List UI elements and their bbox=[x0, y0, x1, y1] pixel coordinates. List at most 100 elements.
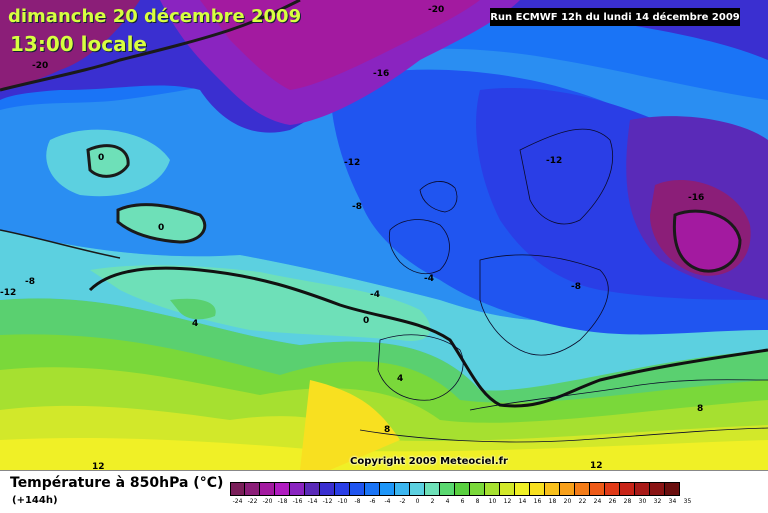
legend-tick-label: -2 bbox=[399, 498, 406, 505]
legend-swatch bbox=[605, 482, 620, 496]
legend-tick-label: -10 bbox=[337, 498, 348, 505]
isotherm-0-atlantic bbox=[116, 203, 207, 244]
zone-minus-20-east bbox=[674, 211, 740, 272]
legend-tick-label: -22 bbox=[247, 498, 258, 505]
legend-swatch bbox=[470, 482, 485, 496]
isotherm-0-greenland bbox=[86, 144, 130, 178]
zone-minus-22 bbox=[200, 0, 480, 90]
legend-tick-label: -6 bbox=[369, 498, 376, 505]
legend-swatch bbox=[665, 482, 680, 496]
legend-swatch bbox=[515, 482, 530, 496]
legend-swatch bbox=[635, 482, 650, 496]
legend-swatch bbox=[365, 482, 380, 496]
label-minus-20-top: -20 bbox=[428, 5, 444, 15]
zone-12 bbox=[0, 438, 768, 470]
color-scale-ticks: -24 -22 -20 -18 -16 -14 -12 -10 -8 -6 -4 -2 0 2 4 6 8 10 1… bbox=[230, 498, 695, 505]
legend-swatch bbox=[395, 482, 410, 496]
zone-minus-20-west bbox=[0, 0, 140, 90]
legend-tick-label: -4 bbox=[384, 498, 391, 505]
legend-bar: Température à 850hPa (°C) (+144h) -24 -22… bbox=[0, 470, 768, 513]
legend-tick-label: 28 bbox=[623, 498, 632, 505]
legend-tick-label: 34 bbox=[668, 498, 677, 505]
legend-swatch bbox=[650, 482, 665, 496]
label-minus-8-west: -8 bbox=[25, 277, 35, 287]
lead-time-label: (+144h) bbox=[12, 495, 58, 506]
zone-iberia-warm bbox=[300, 380, 400, 470]
legend-swatch bbox=[350, 482, 365, 496]
legend-tick-label: 0 bbox=[415, 498, 420, 505]
legend-swatch bbox=[590, 482, 605, 496]
legend-tick-label: 8 bbox=[475, 498, 480, 505]
legend-swatch bbox=[620, 482, 635, 496]
label-minus-4-channel: -4 bbox=[424, 274, 434, 284]
legend-swatch bbox=[245, 482, 260, 496]
legend-tick-label: 4 bbox=[445, 498, 450, 505]
legend-swatch bbox=[260, 482, 275, 496]
label-minus-12-mid: -12 bbox=[344, 158, 360, 168]
label-12-south: 12 bbox=[590, 461, 603, 470]
legend-swatch bbox=[230, 482, 245, 496]
legend-tick-label: 12 bbox=[503, 498, 512, 505]
isotherm-minus-20 bbox=[0, 0, 301, 92]
label-minus-16-east: -16 bbox=[688, 193, 704, 203]
legend-swatch bbox=[530, 482, 545, 496]
temperature-850hpa-map: -20 -20 -16 -16 -12 -12 -12 -8 -8 -8 -4 … bbox=[0, 0, 768, 470]
label-8-south: 8 bbox=[384, 425, 390, 435]
legend-tick-label: -18 bbox=[277, 498, 288, 505]
legend-swatch bbox=[410, 482, 425, 496]
label-minus-20-west: -20 bbox=[32, 61, 48, 71]
legend-tick-label: 10 bbox=[488, 498, 497, 505]
legend-swatch bbox=[575, 482, 590, 496]
legend-tick-label: 32 bbox=[653, 498, 662, 505]
label-minus-12-scand: -12 bbox=[546, 156, 562, 166]
forecast-date-title: dimanche 20 décembre 2009 bbox=[8, 6, 302, 27]
legend-swatch bbox=[425, 482, 440, 496]
label-minus-16-north: -16 bbox=[373, 69, 389, 79]
zone-4-island bbox=[170, 298, 216, 320]
label-minus-8-east: -8 bbox=[571, 282, 581, 292]
legend-tick-label: -24 bbox=[232, 498, 243, 505]
legend-swatch bbox=[335, 482, 350, 496]
legend-swatch bbox=[440, 482, 455, 496]
legend-tick-label: 18 bbox=[548, 498, 557, 505]
legend-tick-label: 14 bbox=[518, 498, 527, 505]
legend-swatch bbox=[380, 482, 395, 496]
legend-swatch bbox=[320, 482, 335, 496]
legend-swatch bbox=[305, 482, 320, 496]
legend-swatch bbox=[500, 482, 515, 496]
label-4-spain: 4 bbox=[397, 374, 403, 384]
legend-tick-label: -14 bbox=[307, 498, 318, 505]
forecast-local-time: 13:00 locale bbox=[10, 32, 147, 56]
freezing-line-isotherm-0 bbox=[88, 266, 768, 408]
legend-tick-label: 2 bbox=[430, 498, 435, 505]
legend-tick-label: 6 bbox=[460, 498, 465, 505]
label-minus-4-france: -4 bbox=[370, 290, 380, 300]
label-minus-12-west: -12 bbox=[0, 288, 16, 298]
legend-swatch bbox=[455, 482, 470, 496]
label-0-atlantic: 0 bbox=[158, 223, 164, 233]
legend-swatch bbox=[275, 482, 290, 496]
coastlines bbox=[359, 128, 768, 443]
legend-tick-label: -20 bbox=[262, 498, 273, 505]
legend-tick-label: 24 bbox=[593, 498, 602, 505]
legend-tick-label: 26 bbox=[608, 498, 617, 505]
label-0-greenland: 0 bbox=[98, 153, 104, 163]
legend-tick-label: 16 bbox=[533, 498, 542, 505]
color-scale bbox=[230, 482, 680, 496]
label-12-west: 12 bbox=[92, 462, 105, 470]
legend-tick-label: 30 bbox=[638, 498, 647, 505]
parameter-label: Température à 850hPa (°C) bbox=[10, 475, 224, 491]
legend-tick-label: 20 bbox=[563, 498, 572, 505]
isotherm-minus-16-east bbox=[672, 209, 742, 273]
legend-tick-label: -16 bbox=[292, 498, 303, 505]
label-4-atlantic: 4 bbox=[192, 319, 198, 329]
contour-labels: -20 -20 -16 -16 -12 -12 -12 -8 -8 -8 -4 … bbox=[0, 5, 704, 470]
copyright-notice: Copyright 2009 Meteociel.fr bbox=[350, 456, 508, 467]
greenland-2-zone bbox=[88, 145, 129, 177]
model-run-info: Run ECMWF 12h du lundi 14 décembre 2009 bbox=[490, 8, 740, 26]
legend-tick-label: 35 bbox=[683, 498, 692, 505]
label-8-east: 8 bbox=[697, 404, 703, 414]
legend-tick-label: -8 bbox=[354, 498, 361, 505]
label-0-main: 0 bbox=[363, 316, 369, 326]
